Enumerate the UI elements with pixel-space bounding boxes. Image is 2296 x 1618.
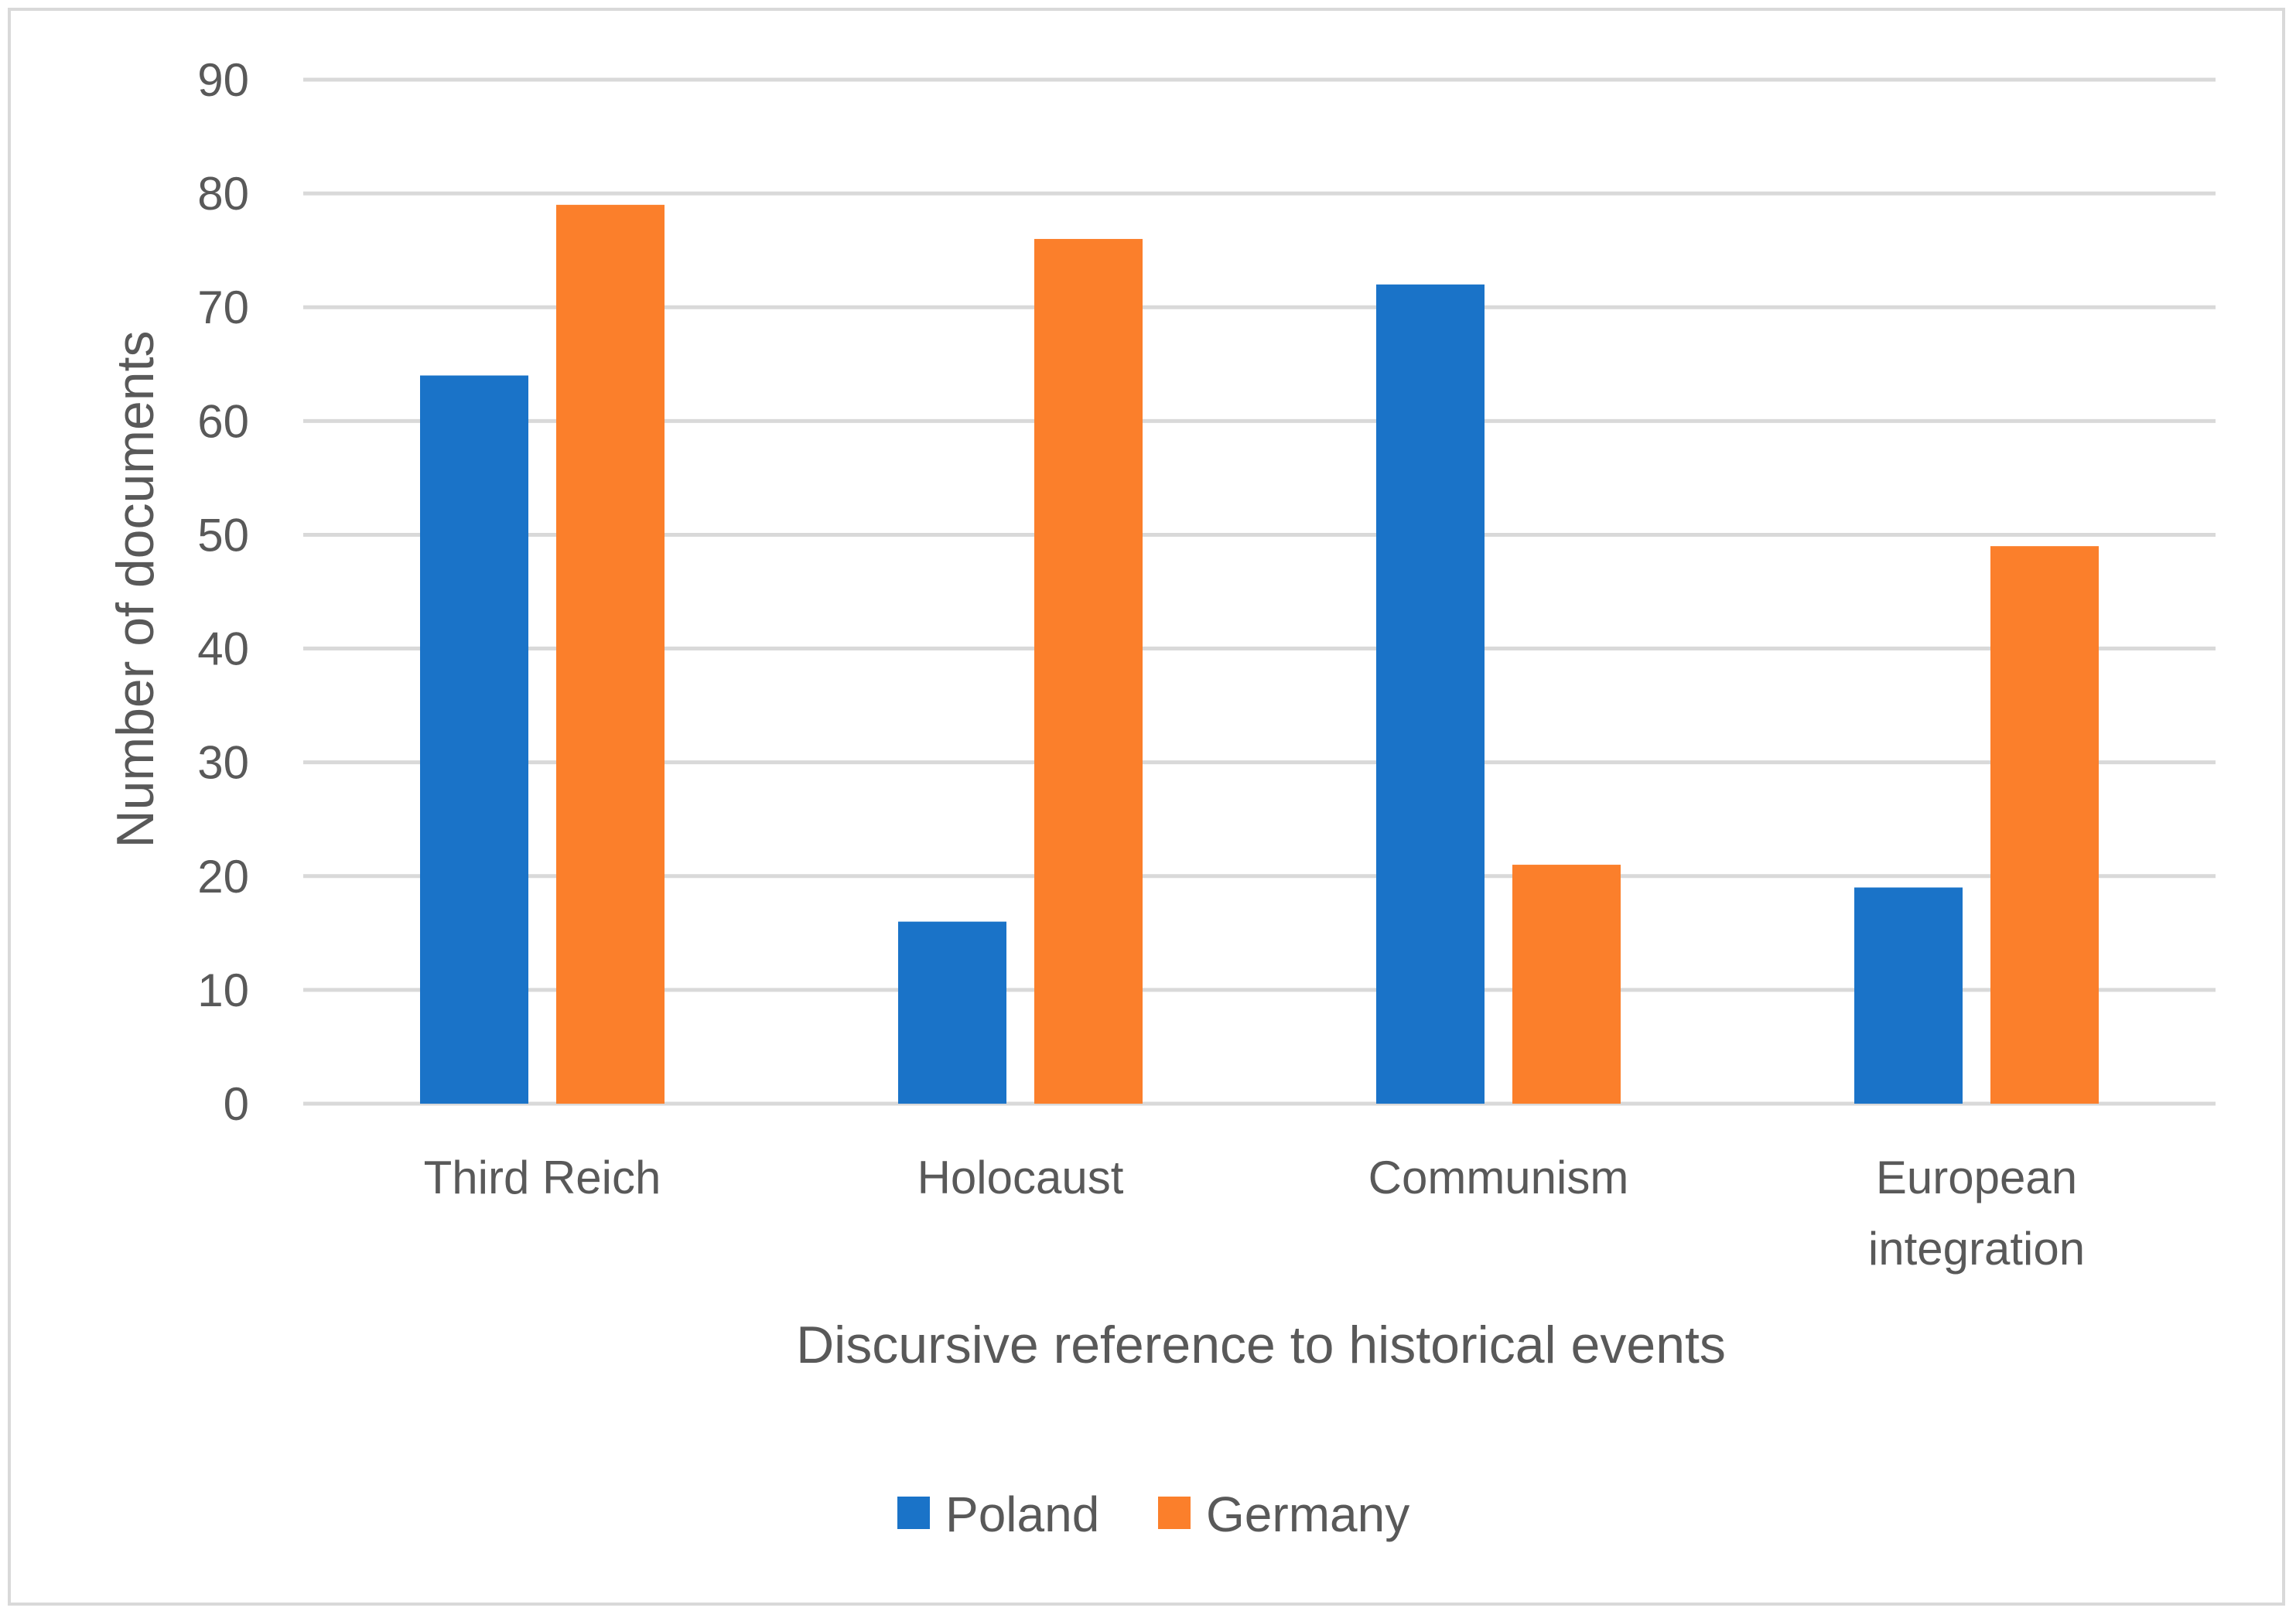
x-tick-label-2: Communism <box>1368 1152 1629 1203</box>
legend-swatch-poland <box>897 1497 930 1529</box>
x-tick-label-0: Third Reich <box>424 1152 661 1203</box>
y-axis-tick-labels: 0 10 20 30 40 50 60 70 80 90 <box>197 54 249 1130</box>
y-tick-label-50: 50 <box>197 509 249 561</box>
x-axis-title: Discursive reference to historical event… <box>796 1316 1726 1374</box>
x-tick-label-1: Holocaust <box>917 1152 1124 1203</box>
x-tick-label-3: European integration <box>1868 1152 2085 1275</box>
legend-label-germany: Germany <box>1206 1487 1409 1542</box>
y-tick-label-60: 60 <box>197 395 249 447</box>
y-tick-label-20: 20 <box>197 851 249 903</box>
bar-poland-1 <box>898 921 1006 1104</box>
x-axis-tick-labels: Third Reich Holocaust Communism European int… <box>424 1152 2085 1275</box>
y-tick-label-40: 40 <box>197 623 249 675</box>
chart-frame <box>8 8 2285 1606</box>
bar-germany-3 <box>1990 546 2099 1104</box>
legend: Poland Germany <box>897 1487 1409 1542</box>
bar-poland-3 <box>1854 887 1963 1104</box>
y-tick-label-10: 10 <box>197 964 249 1016</box>
legend-item-poland: Poland <box>897 1487 1099 1542</box>
bar-germany-1 <box>1034 238 1143 1104</box>
legend-swatch-germany <box>1158 1497 1191 1529</box>
bar-germany-2 <box>1512 865 1621 1104</box>
y-tick-label-70: 70 <box>197 282 249 333</box>
y-tick-label-90: 90 <box>197 54 249 106</box>
legend-label-poland: Poland <box>945 1487 1099 1542</box>
y-tick-label-30: 30 <box>197 737 249 789</box>
bar-poland-0 <box>420 375 528 1104</box>
legend-item-germany: Germany <box>1158 1487 1409 1542</box>
y-tick-label-80: 80 <box>197 168 249 220</box>
y-axis-title: Number of documents <box>106 331 165 848</box>
bar-poland-2 <box>1376 284 1485 1104</box>
y-tick-label-0: 0 <box>224 1078 249 1130</box>
bar-germany-0 <box>556 204 665 1104</box>
bars <box>420 204 2099 1104</box>
